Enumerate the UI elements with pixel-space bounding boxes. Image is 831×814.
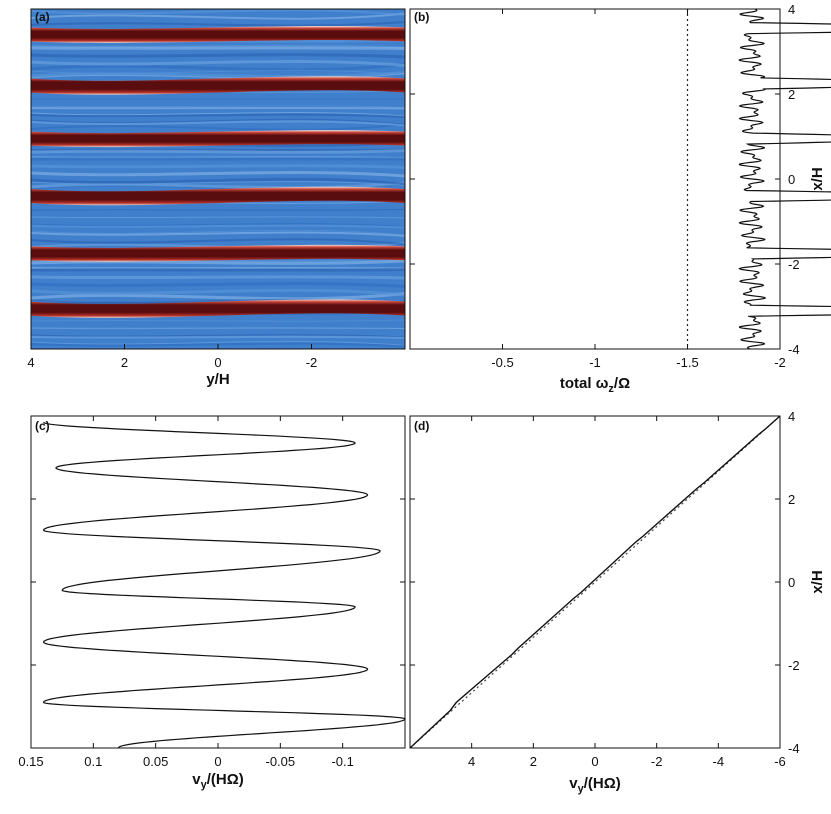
heatmap-streak: [31, 342, 405, 348]
heatmap-streak: [31, 266, 405, 270]
heatmap-streak: [31, 46, 405, 50]
heatmap-streak: [31, 231, 405, 237]
heatmap-streak: [31, 118, 405, 125]
heatmap-streak: [31, 177, 405, 186]
x-tick-label: -2: [651, 754, 663, 769]
heatmap-streak: [31, 223, 405, 227]
heatmap-streak: [31, 148, 405, 152]
y-tick-label: -4: [788, 342, 800, 357]
y-tick-label: -4: [788, 741, 800, 756]
heatmap-streak: [31, 327, 405, 329]
x-tick-label: -2: [306, 355, 318, 370]
heatmap-streak: [31, 53, 405, 59]
heatmap-streak: [31, 292, 405, 301]
heatmap-streak: [31, 275, 405, 280]
panel-a-label: (a): [35, 10, 50, 24]
heatmap-streak: [31, 164, 405, 169]
panel-d-label: (d): [414, 419, 429, 433]
panel-d-xlabel: vy/(HΩ): [569, 775, 621, 795]
x-tick-label: 0: [214, 355, 221, 370]
panel-a-xlabel: y/H: [206, 371, 229, 388]
heatmap-streak: [31, 120, 405, 127]
heatmap-streak: [31, 238, 405, 246]
panel-d: (d) 4 2 0 -2 -4 -6 420-2-4 vy/(HΩ) x/H: [409, 409, 826, 795]
heatmap-streak: [31, 9, 405, 16]
heatmap-streak: [31, 12, 405, 20]
y-tick-label: 0: [788, 172, 795, 187]
heatmap-streak: [31, 112, 405, 117]
panel-c-xlabel: vy/(HΩ): [192, 771, 244, 791]
heatmap-streak: [31, 105, 405, 108]
panel-b-ylabel: x/H: [809, 167, 826, 190]
x-tick-label: -2: [774, 355, 786, 370]
y-tick-label: 2: [788, 492, 795, 507]
heatmap-streak: [31, 59, 405, 67]
y-tick-label: 0: [788, 575, 795, 590]
y-tick-label: -2: [788, 257, 800, 272]
heatmap-streak: [31, 123, 405, 131]
x-tick-label: 0: [591, 754, 598, 769]
vorticity-band: [31, 299, 405, 318]
panel-b-label: (b): [414, 10, 429, 24]
heatmap-streak: [31, 282, 405, 288]
y-tick-label: 4: [788, 409, 795, 424]
vorticity-band: [31, 76, 405, 95]
y-tick-label: 4: [788, 2, 795, 17]
x-tick-label: 0.05: [143, 754, 168, 769]
panel-b: (b) -0.5 -1 -1.5 -2 420-2-4 total ωz/Ω x/H: [409, 2, 831, 395]
x-tick-label: 2: [121, 355, 128, 370]
vorticity-band: [31, 244, 405, 262]
heatmap-streak: [31, 319, 405, 322]
x-tick-label: 0.15: [18, 754, 43, 769]
x-tick-label: 0: [214, 754, 221, 769]
x-tick-label: -0.1: [331, 754, 353, 769]
x-tick-label: -1.5: [676, 355, 698, 370]
series-line-mean-vy: [409, 415, 781, 749]
heatmap-streak: [31, 69, 405, 76]
heatmap-streak: [31, 335, 405, 339]
panel-c-label: (c): [35, 419, 50, 433]
heatmap-streak: [31, 106, 405, 110]
series-line-omega: [738, 8, 831, 350]
heatmap-streak: [31, 334, 405, 338]
heatmap-streak: [31, 340, 405, 346]
heatmap-streak: [31, 171, 405, 178]
heatmap-streak: [31, 181, 405, 190]
vorticity-band: [31, 130, 405, 148]
vorticity-band: [31, 26, 405, 43]
heatmap-streak: [31, 268, 405, 272]
heatmap-streak: [31, 209, 405, 211]
x-tick-label: 0.1: [84, 754, 102, 769]
panel-c: (c) 0.15 0.1 0.05 0 -0.05 -0.1 vy/(HΩ): [18, 415, 406, 791]
panel-a: (a) 4 2 0 -2 y/H: [27, 8, 406, 388]
x-tick-label: 4: [468, 754, 475, 769]
heatmap-streak: [31, 229, 405, 236]
y-tick-label: 2: [788, 87, 795, 102]
x-tick-label: -0.5: [491, 355, 513, 370]
heatmap-streak: [31, 224, 405, 229]
heatmap-streak: [31, 21, 405, 27]
x-tick-label: -6: [774, 754, 786, 769]
series-line-linear-shear: [409, 415, 781, 749]
heatmap-streak: [31, 288, 405, 297]
series-line-vy: [42, 421, 406, 749]
heatmap-streak: [31, 149, 405, 154]
heatmap-streak: [31, 259, 405, 265]
x-tick-label: 2: [530, 754, 537, 769]
heatmap-streak: [31, 113, 405, 118]
heatmap-streak: [31, 180, 405, 186]
panel-b-xlabel: total ωz/Ω: [560, 375, 630, 395]
x-tick-label: -1: [589, 355, 601, 370]
heatmap-streak: [31, 62, 405, 72]
x-tick-label: -0.05: [266, 754, 296, 769]
heatmap-streak: [31, 71, 405, 79]
panel-d-ylabel: x/H: [809, 570, 826, 593]
x-tick-label: 4: [27, 355, 34, 370]
y-tick-label: -2: [788, 658, 800, 673]
vorticity-band: [31, 186, 405, 206]
x-tick-label: -4: [713, 754, 725, 769]
heatmap-streak: [31, 216, 405, 219]
